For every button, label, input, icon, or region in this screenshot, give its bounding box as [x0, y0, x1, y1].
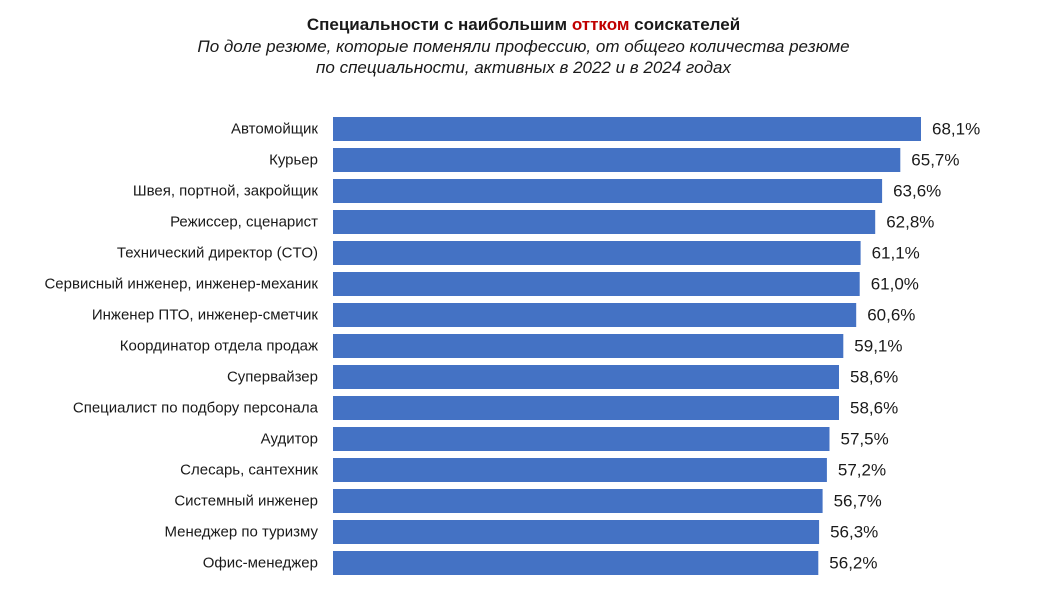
category-label: Системный инженер: [174, 493, 318, 510]
category-label: Супервайзер: [227, 369, 318, 386]
category-labels-group: Автомойщик Курьер Швея, портной, закройщик…: [44, 121, 318, 572]
value-label: 61,0%: [871, 275, 919, 294]
title-accent-word: оттком: [571, 15, 630, 34]
bar: [333, 427, 830, 451]
bar: [333, 551, 819, 575]
bar: [333, 148, 901, 172]
bar: [333, 396, 839, 420]
bar: [333, 241, 861, 265]
value-label: 57,2%: [838, 461, 886, 480]
chart-title: Специальности с наибольшим оттком соиска…: [0, 14, 1047, 36]
value-label: 56,7%: [834, 492, 882, 511]
value-label: 65,7%: [911, 151, 959, 170]
bar: [333, 210, 876, 234]
value-label: 57,5%: [841, 430, 889, 449]
category-label: Автомойщик: [231, 121, 318, 138]
bar: [333, 458, 827, 482]
bar: [333, 365, 839, 389]
chart-subtitle-line-2: по специальности, активных в 2022 и в 20…: [316, 58, 731, 77]
category-label: Режиссер, сценарист: [170, 214, 318, 231]
category-label: Слесарь, сантехник: [180, 462, 318, 479]
category-label: Инженер ПТО, инженер-сметчик: [92, 307, 319, 324]
category-label: Менеджер по туризму: [164, 524, 318, 541]
category-label: Специалист по подбору персонала: [73, 400, 319, 417]
chart-header: Специальности с наибольшим оттком соиска…: [0, 14, 1047, 78]
bar: [333, 334, 844, 358]
value-labels-group: 68,1% 65,7% 63,6% 62,8% 61,1% 61,0% 60,6% 59,1%…: [829, 120, 980, 573]
value-label: 56,3%: [830, 523, 878, 542]
chart-subtitle-line-1: По доле резюме, которые поменяли професс…: [197, 37, 850, 56]
bar: [333, 117, 921, 141]
bar: [333, 303, 857, 327]
value-label: 61,1%: [872, 244, 920, 263]
bar: [333, 489, 823, 513]
category-label: Курьер: [269, 152, 318, 169]
value-label: 60,6%: [867, 306, 915, 325]
value-label: 68,1%: [932, 120, 980, 139]
category-label: Офис-менеджер: [203, 555, 318, 572]
category-label: Аудитор: [261, 431, 318, 448]
bar: [333, 272, 860, 296]
bar: [333, 179, 883, 203]
title-part-1: Специальности с наибольшим: [306, 15, 572, 34]
category-label: Координатор отдела продаж: [120, 338, 318, 355]
value-label: 62,8%: [886, 213, 934, 232]
bars-group: [333, 117, 921, 575]
bar: [333, 520, 820, 544]
title-part-2: соискателей: [629, 15, 741, 34]
value-label: 63,6%: [893, 182, 941, 201]
value-label: 58,6%: [850, 399, 898, 418]
value-label: 59,1%: [854, 337, 902, 356]
value-label: 58,6%: [850, 368, 898, 387]
value-label: 56,2%: [829, 554, 877, 573]
category-label: Технический директор (CTO): [117, 245, 318, 262]
category-label: Сервисный инженер, инженер-механик: [44, 276, 318, 293]
category-label: Швея, портной, закройщик: [133, 183, 319, 200]
